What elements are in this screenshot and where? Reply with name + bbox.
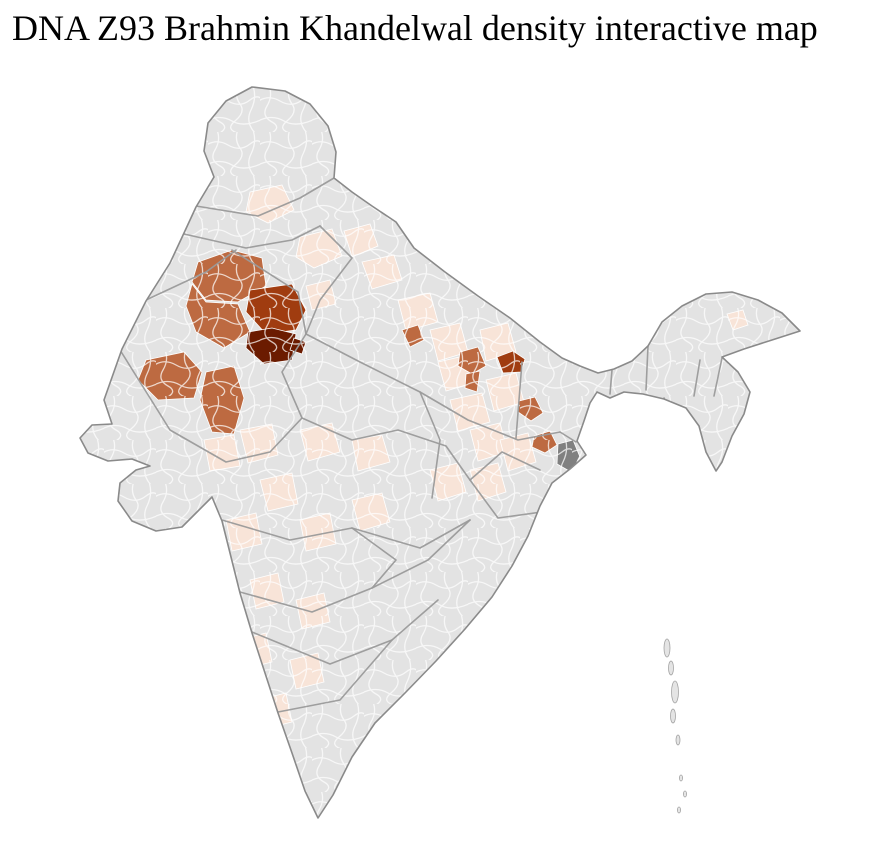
- country-outline: [79, 86, 801, 819]
- islands-andaman-nicobar[interactable]: [663, 638, 688, 814]
- page-title: DNA Z93 Brahmin Khandelwal density inter…: [12, 8, 818, 48]
- state-borders: [119, 177, 723, 713]
